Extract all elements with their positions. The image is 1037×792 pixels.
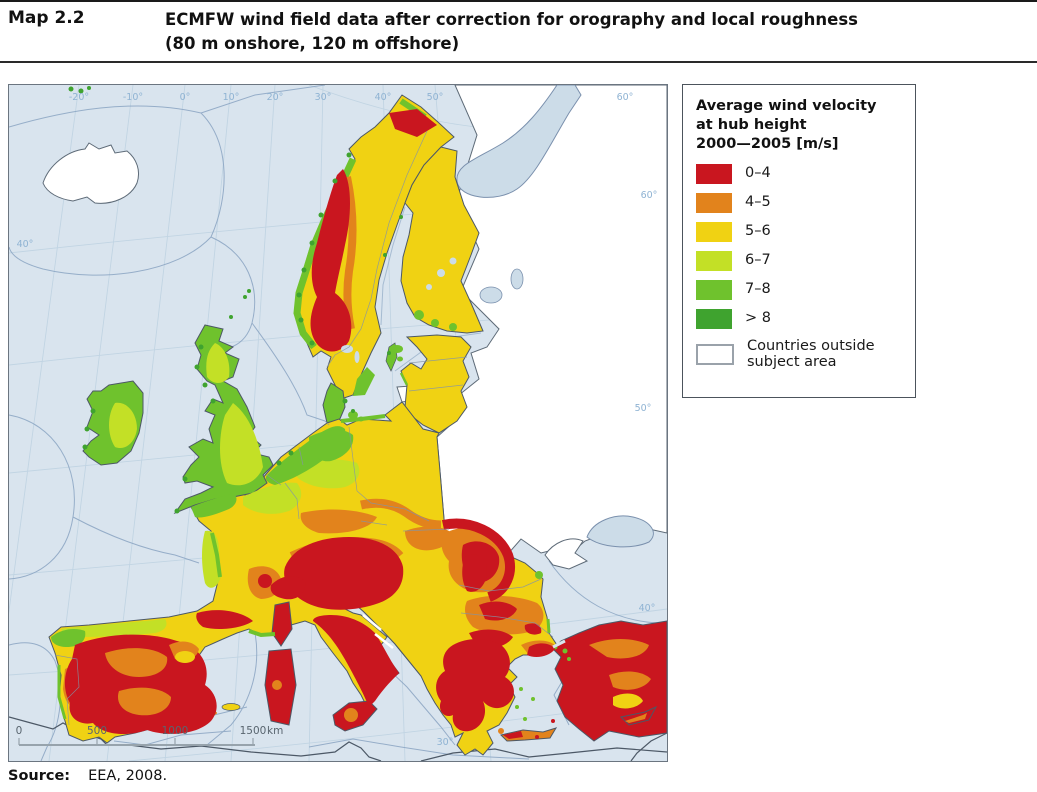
legend-item-0-4: 0–4 [696,163,915,184]
white-sea-and-lakes [456,84,654,570]
legend-outside-line2: subject area [747,354,837,371]
lat-label: 40° [17,239,34,250]
legend-label: 7–8 [745,281,771,298]
legend-title-line3: 2000—2005 [m/s] [696,135,839,152]
legend-swatch-outside [696,343,734,365]
legend-item-5-6: 5–6 [696,221,915,242]
lon-label: 10° [223,92,240,103]
dalmatian-islands [362,614,394,649]
lon-label: 50° [427,92,444,103]
legend-label: 0–4 [745,165,771,182]
legend-title-line1: Average wind velocity [696,98,877,114]
legend-label: 6–7 [745,252,771,269]
corsica [271,601,293,647]
europe-wind-map: -20° -10° 0° 10° 20° 30° 40° 50° 60° 60°… [0,84,830,762]
baltic-states [400,334,472,434]
legend-swatch-orange [696,192,732,213]
lat-label: 60° [641,190,658,201]
lon-label: 0° [180,92,191,103]
map-title-line1: ECMFW wind field data after correction f… [165,10,859,29]
legend-title: Average wind velocity at hub height 2000… [696,97,915,154]
lat-label: 40° [639,603,656,614]
source-text: EEA, 2008. [88,768,168,784]
legend-item-4-5: 4–5 [696,192,915,213]
scale-tick-label: 1000 [162,725,189,737]
iceland [42,142,140,204]
lon-label: 40° [375,92,392,103]
top-rule [0,0,1037,2]
legend-label: > 8 [745,310,771,327]
scale-bar: 0 500 1000 1500 km [16,725,283,746]
legend-swatch-yellow [696,221,732,242]
finland [400,146,484,334]
legend-swatch-green [696,279,732,300]
scale-tick-label: 1500 [240,725,267,737]
source-line: Source: EEA, 2008. [8,768,167,784]
legend-label: 5–6 [745,223,771,240]
legend-item-outside: Countries outside subject area [696,338,915,371]
graticule-labels: -20° -10° 0° 10° 20° 30° 40° 50° 60° 60°… [17,92,658,748]
africa-coastline [8,716,668,762]
legend-swatch-darkgreen [696,308,732,329]
legend-item-6-7: 6–7 [696,250,915,271]
lon-label: -10° [123,92,143,103]
country-borders [54,130,554,726]
legend-swatch-red [696,163,732,184]
lon-label: 20° [267,92,284,103]
wind-class-overlays [51,86,651,739]
legend-item-7-8: 7–8 [696,279,915,300]
legend-title-line2: at hub height [696,116,807,133]
wind-map-svg: -20° -10° 0° 10° 20° 30° 40° 50° 60° 60°… [0,84,830,762]
scale-tick-label: 0 [16,725,23,737]
legend-label: Countries outside subject area [747,338,875,371]
bosporus-strait [552,639,566,649]
header-divider [0,61,1037,63]
lon-label: -20° [69,92,89,103]
map-legend: Average wind velocity at hub height 2000… [682,84,916,398]
balearics [221,703,241,711]
legend-item-gt8: > 8 [696,308,915,329]
lon-label: 30° [315,92,332,103]
legend-label: 4–5 [745,194,771,211]
legend-swatch-yellowgreen [696,250,732,271]
scale-unit-label: km [267,725,283,737]
map-title: ECMFW wind field data after correction f… [165,8,1035,56]
lat-label: 50° [635,403,652,414]
map-number-label: Map 2.2 [8,8,85,28]
legend-outside-line1: Countries outside [747,337,875,354]
scale-tick-label: 500 [87,725,107,737]
lat-label: 30° [437,737,454,748]
map-title-line2: (80 m onshore, 120 m offshore) [165,33,460,53]
lon-label: 60° [617,92,634,103]
source-label: Source: [8,768,71,784]
